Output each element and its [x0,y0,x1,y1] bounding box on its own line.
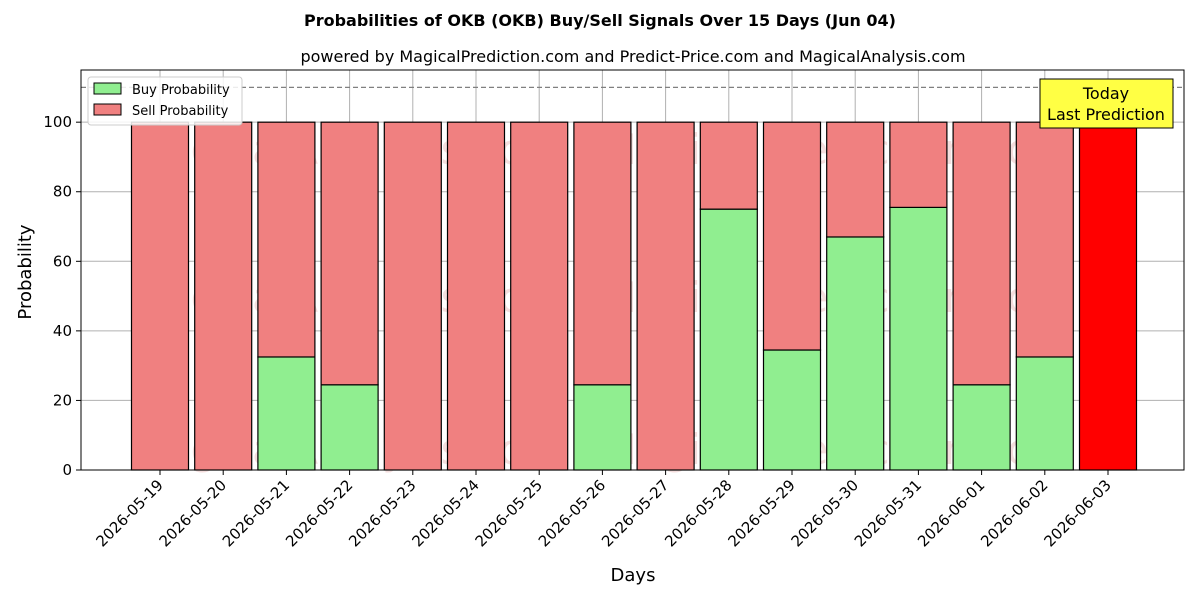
x-tick-label: 2026-05-29 [724,476,798,550]
bar-buy [573,384,632,471]
legend-label-sell: Sell Probability [132,104,229,119]
y-tick-label: 40 [53,322,72,340]
x-tick-label: 2026-05-20 [156,476,230,550]
x-tick-label: 2026-06-03 [1040,476,1114,550]
legend-label-buy: Buy Probability [132,83,230,98]
legend-swatch-buy [93,82,122,95]
y-tick-label: 20 [53,391,72,409]
x-tick-label: 2026-05-19 [92,476,166,550]
bar-sell [636,121,695,471]
bar-buy [257,356,316,471]
x-tick-label: 2026-05-28 [661,476,735,550]
bar-sell [1015,121,1074,358]
plot-frame [80,69,1185,471]
x-tick-label: 2026-05-24 [408,476,482,550]
legend: Buy Probability Sell Probability [87,76,243,126]
chart-subtitle: powered by MagicalPrediction.com and Pre… [300,47,965,66]
y-tick-label: 80 [53,183,72,201]
legend-box [87,76,243,126]
y-axis-label: Probability [15,224,36,319]
x-tick-label: 2026-05-26 [535,476,609,550]
bar-buy [952,384,1011,471]
annotation-line-1: Today [1082,84,1129,103]
today-annotation: Today Last Prediction [1039,78,1174,129]
bar-sell [194,121,253,471]
annotation-line-2: Last Prediction [1047,105,1165,124]
legend-swatch-sell [93,103,122,116]
bar-sell [320,121,379,386]
x-ticks: 2026-05-192026-05-202026-05-212026-05-22… [92,470,1115,550]
y-tick-label: 100 [43,113,72,131]
chart-title: Probabilities of OKB (OKB) Buy/Sell Sign… [304,11,896,30]
x-tick-label: 2026-05-22 [282,476,356,550]
bar-sell [383,121,442,471]
bar-sell [699,121,758,210]
bar-sell [762,121,822,351]
x-tick-label: 2026-05-25 [472,476,546,550]
bar-buy [320,384,379,471]
annotation-box [1039,78,1174,129]
x-tick-label: 2026-06-02 [977,476,1051,550]
bar-buy [1015,356,1074,471]
bar-sell [573,121,632,386]
bar-sell [510,121,569,471]
bar-sell [446,121,506,471]
bar-sell [826,121,885,238]
y-tick-label: 0 [62,461,72,479]
y-tick-label: 60 [53,252,72,270]
bar-buy [699,208,758,471]
x-tick-label: 2026-05-31 [851,476,925,550]
x-tick-label: 2026-05-27 [598,476,672,550]
bar-buy [762,349,822,471]
x-axis-label: Days [611,565,656,586]
x-tick-label: 2026-05-23 [345,476,419,550]
bar-buy [826,236,885,471]
bar-sell [130,121,190,471]
bar-buy [889,206,948,471]
bar-sell [257,121,316,358]
x-tick-label: 2026-05-21 [219,476,293,550]
x-tick-label: 2026-05-30 [788,476,862,550]
bar-sell-today [1078,121,1138,471]
x-tick-label: 2026-06-01 [914,476,988,550]
bars-layer [130,121,1138,471]
bar-sell [952,121,1011,386]
bar-sell [889,121,948,208]
y-ticks: 0 20 40 60 80 100 [43,113,81,479]
